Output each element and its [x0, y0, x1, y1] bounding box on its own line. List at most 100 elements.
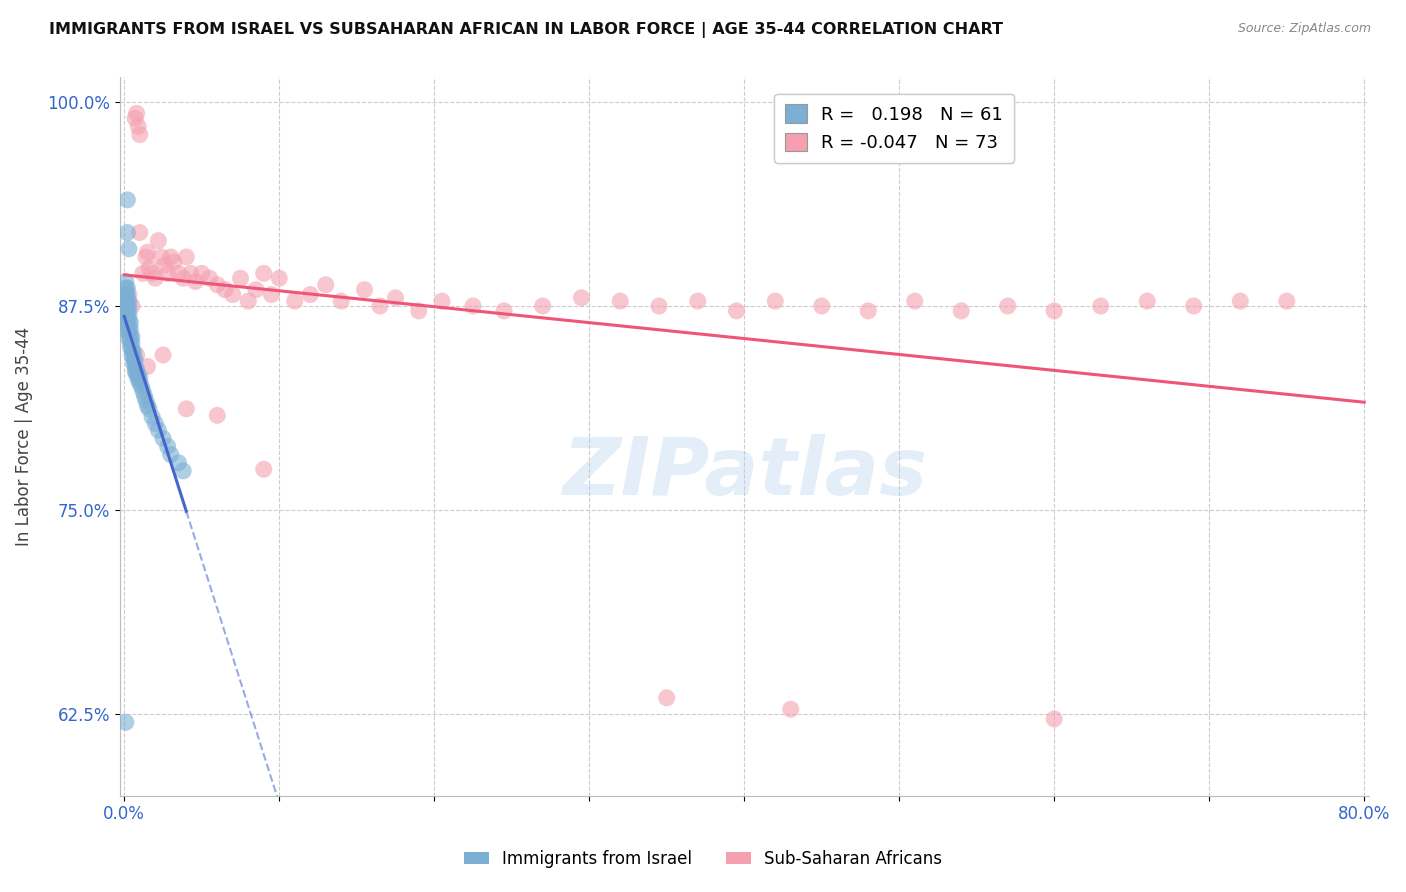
Point: [138, 401, 160, 416]
Point: [114, 294, 136, 309]
Point: [138, 261, 160, 276]
Point: [245, 283, 267, 297]
Point: [148, 234, 170, 248]
Point: [167, 456, 190, 470]
Point: [238, 294, 260, 309]
Point: [117, 226, 139, 240]
Point: [125, 368, 148, 382]
Point: [127, 120, 149, 134]
Point: [207, 277, 229, 292]
Point: [121, 330, 143, 344]
Point: [492, 304, 515, 318]
Point: [148, 423, 170, 437]
Point: [120, 322, 142, 336]
Point: [260, 287, 283, 301]
Legend: Immigrants from Israel, Sub-Saharan Africans: Immigrants from Israel, Sub-Saharan Afri…: [457, 844, 949, 875]
Point: [120, 315, 142, 329]
Point: [253, 462, 276, 476]
Point: [609, 294, 631, 309]
Point: [1090, 299, 1112, 313]
Point: [299, 287, 322, 301]
Point: [114, 310, 136, 325]
Point: [118, 242, 141, 256]
Point: [222, 287, 245, 301]
Point: [118, 332, 141, 346]
Point: [125, 348, 148, 362]
Point: [152, 348, 174, 362]
Point: [904, 294, 927, 309]
Point: [118, 301, 141, 315]
Point: [121, 299, 143, 313]
Point: [153, 258, 176, 272]
Point: [531, 299, 554, 313]
Text: Source: ZipAtlas.com: Source: ZipAtlas.com: [1237, 22, 1371, 36]
Point: [114, 715, 136, 730]
Point: [368, 299, 391, 313]
Point: [121, 343, 143, 357]
Point: [269, 271, 291, 285]
Point: [1043, 304, 1066, 318]
Point: [725, 304, 748, 318]
Point: [132, 384, 155, 398]
Point: [763, 294, 786, 309]
Point: [330, 294, 353, 309]
Point: [156, 439, 179, 453]
Point: [121, 336, 143, 351]
Point: [167, 266, 190, 280]
Point: [120, 334, 142, 349]
Point: [135, 250, 157, 264]
Point: [118, 287, 141, 301]
Point: [143, 271, 166, 285]
Point: [122, 351, 145, 366]
Point: [571, 291, 593, 305]
Point: [461, 299, 484, 313]
Point: [253, 266, 276, 280]
Point: [1043, 712, 1066, 726]
Point: [159, 250, 181, 264]
Point: [125, 106, 148, 120]
Point: [114, 281, 136, 295]
Point: [122, 344, 145, 359]
Point: [124, 364, 146, 378]
Point: [117, 307, 139, 321]
Point: [120, 340, 142, 354]
Point: [124, 112, 146, 126]
Point: [229, 271, 252, 285]
Point: [174, 401, 197, 416]
Point: [1136, 294, 1159, 309]
Point: [132, 266, 155, 280]
Point: [150, 250, 173, 264]
Point: [648, 299, 671, 313]
Point: [127, 372, 149, 386]
Point: [114, 287, 136, 301]
Point: [118, 294, 141, 309]
Point: [1275, 294, 1298, 309]
Point: [174, 250, 197, 264]
Point: [135, 393, 157, 408]
Point: [131, 379, 153, 393]
Text: ZIPatlas: ZIPatlas: [562, 434, 927, 511]
Point: [686, 294, 709, 309]
Point: [117, 314, 139, 328]
Point: [353, 283, 375, 297]
Point: [858, 304, 880, 318]
Point: [124, 352, 146, 367]
Point: [190, 266, 212, 280]
Point: [315, 277, 337, 292]
Point: [118, 307, 141, 321]
Point: [121, 348, 143, 362]
Point: [128, 226, 150, 240]
Point: [124, 359, 146, 374]
Point: [136, 245, 159, 260]
Point: [125, 362, 148, 376]
Point: [128, 371, 150, 385]
Point: [284, 294, 307, 309]
Point: [430, 294, 453, 309]
Point: [950, 304, 973, 318]
Point: [180, 266, 202, 280]
Point: [184, 275, 207, 289]
Point: [141, 266, 163, 280]
Point: [117, 287, 139, 301]
Point: [152, 431, 174, 445]
Point: [117, 281, 139, 295]
